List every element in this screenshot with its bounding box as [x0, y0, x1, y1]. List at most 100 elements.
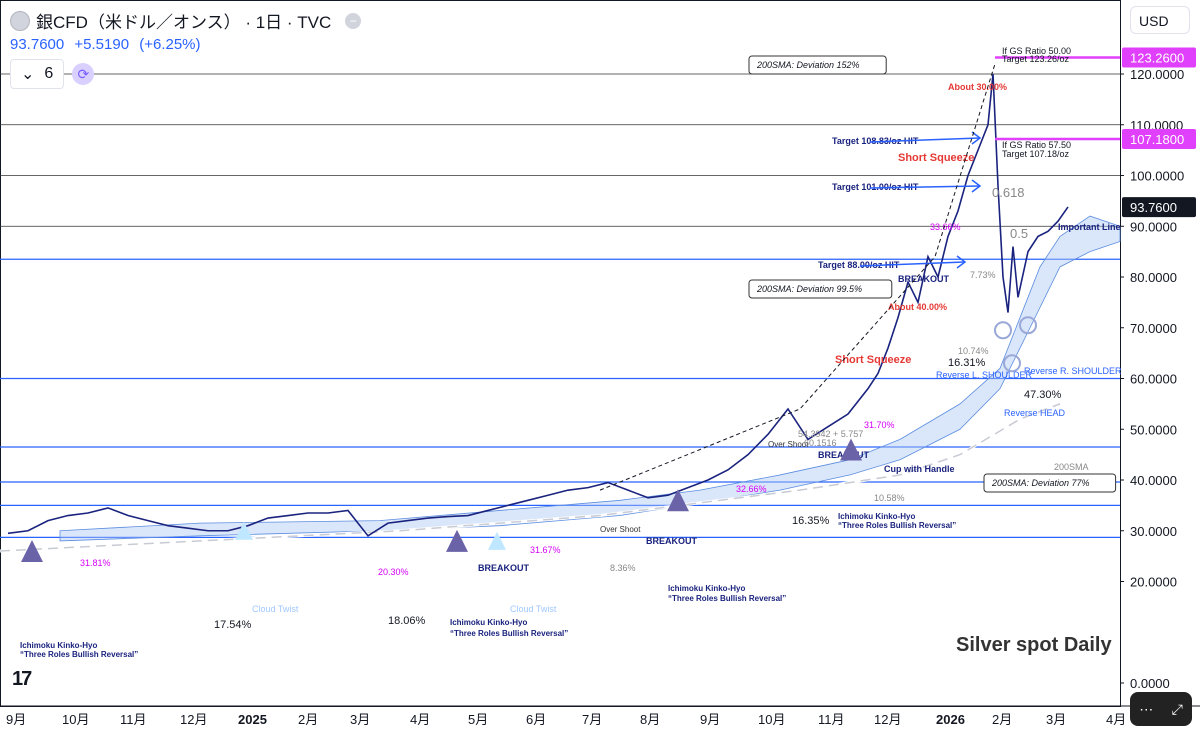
- chart-annotation: Ichimoku Kinko-Hyo: [668, 584, 745, 593]
- sync-icon[interactable]: ⟳: [72, 63, 95, 85]
- close-icon[interactable]: −: [345, 12, 362, 29]
- x-tick-label: 9月: [6, 712, 26, 727]
- chart-annotation: 200SMA: [1054, 462, 1089, 472]
- chart-annotation: 8.36%: [610, 563, 636, 573]
- chart-annotation: 16.35%: [792, 515, 830, 527]
- last-price: 93.7600: [10, 36, 65, 53]
- x-tick-label: 10月: [758, 712, 785, 727]
- chart-annotation: Reverse HEAD: [1004, 408, 1066, 418]
- annotation-box: [748, 279, 893, 299]
- bullish-reversal-marker: [840, 438, 862, 461]
- chart-annotation: About 30.00%: [948, 82, 1007, 92]
- y-tick-label: 40.0000: [1130, 473, 1177, 488]
- hs-circle-marker: [1003, 354, 1021, 373]
- currency-select[interactable]: USD: [1130, 6, 1190, 34]
- symbol-title: 銀CFD（米ドル／オンス） · 1日 · TVC: [36, 13, 332, 32]
- cloud-twist-marker: [488, 531, 506, 550]
- price-tag: [1122, 197, 1196, 218]
- chart-annotation: If GS Ratio 50.00: [1002, 46, 1071, 56]
- y-tick-label: 90.0000: [1130, 219, 1177, 234]
- chart-annotation: Cloud Twist: [510, 604, 557, 614]
- price-tag: [1122, 129, 1196, 150]
- sma200-line: [0, 403, 1061, 552]
- x-tick-label: 2026: [936, 712, 965, 727]
- x-tick-label: 8月: [640, 712, 660, 727]
- chart-annotation: Over Shoot: [600, 525, 641, 534]
- chart-annotation: Over Shoot: [768, 440, 809, 449]
- hs-circle-marker: [994, 321, 1012, 340]
- price-series-line[interactable]: [7, 73, 1069, 537]
- chart-annotation: Short Squeeze: [835, 354, 911, 366]
- x-tick-label: 3月: [350, 712, 370, 727]
- hs-circle-marker: [1019, 316, 1037, 335]
- price-tag-label: 123.2600: [1130, 50, 1184, 65]
- chart-annotation: Ichimoku Kinko-Hyo: [450, 618, 527, 627]
- x-tick-label: 12月: [874, 712, 901, 727]
- chart-annotation: 33.66%: [930, 222, 961, 232]
- x-tick-label: 3月: [1046, 712, 1066, 727]
- y-tick-label: 50.0000: [1130, 422, 1177, 437]
- chart-annotation: 0.618: [992, 185, 1025, 200]
- price-tag: [1122, 47, 1196, 68]
- annotation-box: [983, 473, 1117, 493]
- y-tick-label: 30.0000: [1130, 524, 1177, 539]
- chart-annotation: Cloud Twist: [252, 604, 299, 614]
- tradingview-logo-icon: 17: [12, 668, 32, 690]
- arrow-head-icon: [956, 255, 967, 269]
- y-tick-label: 60.0000: [1130, 372, 1177, 387]
- y-tick-label: 20.0000: [1130, 575, 1177, 590]
- bullish-reversal-marker: [21, 540, 43, 563]
- indicator-toggle[interactable]: ⌄ 6 ⟳: [10, 59, 110, 89]
- chart-annotation: Ichimoku Kinko-Hyo: [838, 512, 915, 521]
- x-tick-label: 12月: [180, 712, 207, 727]
- symbol-logo-icon: [10, 10, 30, 31]
- chart-annotation: 47.30%: [1024, 389, 1062, 401]
- symbol-header[interactable]: 銀CFD（米ドル／オンス） · 1日 · TVC −: [10, 8, 362, 33]
- y-tick-label: 70.0000: [1130, 321, 1177, 336]
- chart-annotation: BREAKOUT: [646, 536, 698, 546]
- chart-annotation: 200SMA: Deviation 152%: [756, 60, 860, 70]
- x-tick-label: 10月: [62, 712, 89, 727]
- target-arrow: [869, 185, 981, 189]
- x-tick-label: 7月: [582, 712, 602, 727]
- chart-annotation: Short Squeeze: [898, 152, 974, 164]
- chart-settings[interactable]: ⋯ ⤢: [1130, 692, 1192, 726]
- chart-annotation: “Three Roles Bullish Reversal”: [668, 594, 786, 603]
- chart-annotation: 200SMA: Deviation 99.5%: [756, 284, 862, 294]
- y-tick-label: 120.0000: [1130, 67, 1184, 82]
- chart-annotation: Target 123.26/oz: [1002, 54, 1070, 64]
- x-tick-label: 9月: [700, 712, 720, 727]
- chart-annotation: “Three Roles Bullish Reversal”: [450, 629, 568, 638]
- price-change: +5.5190: [74, 36, 130, 53]
- indicator-count: 6: [44, 65, 54, 82]
- chart-annotation: Ichimoku Kinko-Hyo: [20, 641, 97, 650]
- chart-annotation: 18.06%: [388, 615, 426, 627]
- x-tick-label: 4月: [1106, 712, 1126, 727]
- chart-annotation: Important Line: [1058, 222, 1121, 232]
- x-tick-label: 4月: [410, 712, 430, 727]
- chart-frame: [0, 0, 1121, 707]
- chart-annotation: Reverse L. SHOULDER: [936, 370, 1033, 380]
- chart-annotation: Reverse R. SHOULDER: [1024, 366, 1122, 376]
- annotation-box: [748, 55, 887, 75]
- arrow-head-icon: [971, 131, 982, 145]
- chart-annotation: Target 108.83/oz HIT: [832, 136, 919, 146]
- chart-annotation: BREAKOUT: [898, 274, 950, 284]
- indicator-count-button[interactable]: ⌄ 6: [10, 59, 65, 89]
- more-icon[interactable]: ⋯: [1139, 700, 1154, 717]
- chart-annotation: 0.5: [1010, 226, 1028, 241]
- x-tick-label: 2025: [238, 712, 267, 727]
- chart-annotation: 31.81%: [80, 558, 111, 568]
- y-tick-label: 80.0000: [1130, 270, 1177, 285]
- share-icon[interactable]: ⤢: [1171, 700, 1183, 717]
- chart-annotation: If GS Ratio 57.50: [1002, 140, 1071, 150]
- trend-dashed-line: [599, 63, 996, 491]
- target-arrow: [859, 261, 966, 267]
- chart-annotation: Target 107.18/oz: [1002, 149, 1070, 159]
- chart-annotation: “Three Roles Bullish Reversal”: [838, 521, 956, 530]
- chart-annotation: 20.30%: [378, 567, 409, 577]
- y-tick-label: 100.0000: [1130, 169, 1184, 184]
- price-tag-label: 107.1800: [1130, 132, 1184, 147]
- chart-annotation: 10.74%: [958, 346, 989, 356]
